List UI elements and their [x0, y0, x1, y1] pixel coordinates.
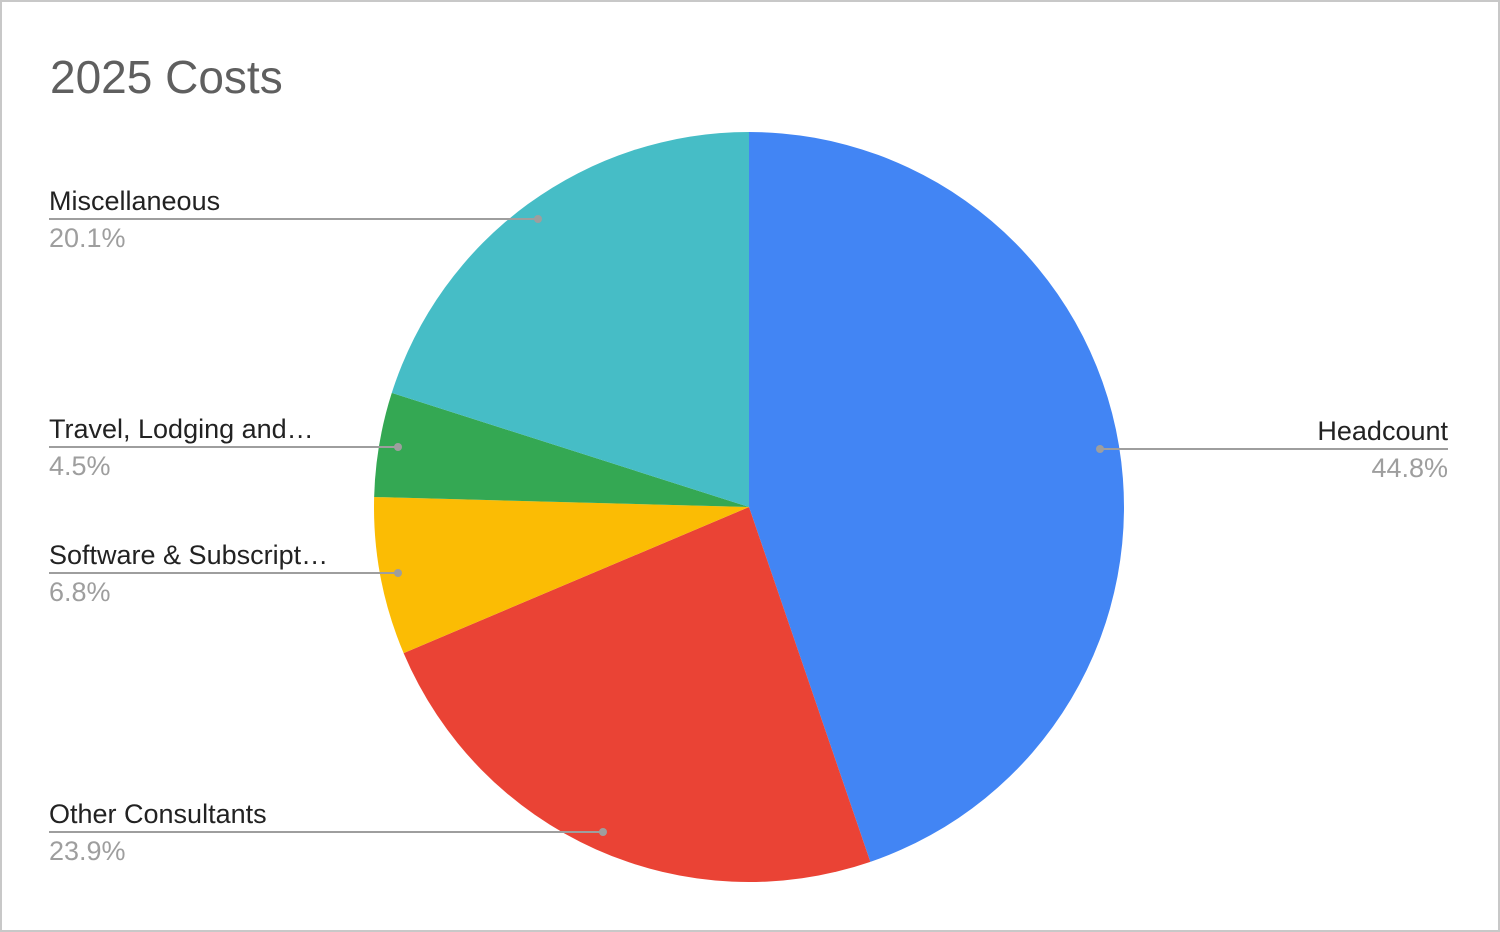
slice-label-0: Headcount 44.8%	[1096, 416, 1448, 483]
slice-name: Headcount	[1317, 416, 1448, 446]
slice-label-2: Software & Subscript… 6.8%	[49, 540, 402, 607]
pie-slice-0[interactable]	[749, 132, 1124, 862]
leader-dot	[599, 828, 607, 836]
chart-title: 2025 Costs	[50, 51, 283, 103]
slice-name: Software & Subscript…	[49, 540, 328, 570]
slice-percent: 44.8%	[1371, 453, 1448, 483]
slice-label-3: Travel, Lodging and… 4.5%	[49, 414, 402, 481]
slice-percent: 4.5%	[49, 451, 111, 481]
slice-label-4: Miscellaneous 20.1%	[49, 186, 542, 253]
slice-name: Other Consultants	[49, 799, 267, 829]
leader-dot	[394, 569, 402, 577]
slice-percent: 6.8%	[49, 577, 111, 607]
pie-slice-4[interactable]	[391, 132, 749, 507]
slice-label-1: Other Consultants 23.9%	[49, 799, 607, 866]
pie-slice-1[interactable]	[403, 507, 871, 882]
leader-dot	[394, 443, 402, 451]
leader-dot	[1096, 445, 1104, 453]
slice-percent: 20.1%	[49, 223, 126, 253]
slice-name: Travel, Lodging and…	[49, 414, 314, 444]
pie-slice-3[interactable]	[374, 392, 749, 507]
slice-name: Miscellaneous	[49, 186, 220, 216]
leader-dot	[534, 215, 542, 223]
pie-slice-2[interactable]	[374, 496, 749, 654]
slice-percent: 23.9%	[49, 836, 126, 866]
